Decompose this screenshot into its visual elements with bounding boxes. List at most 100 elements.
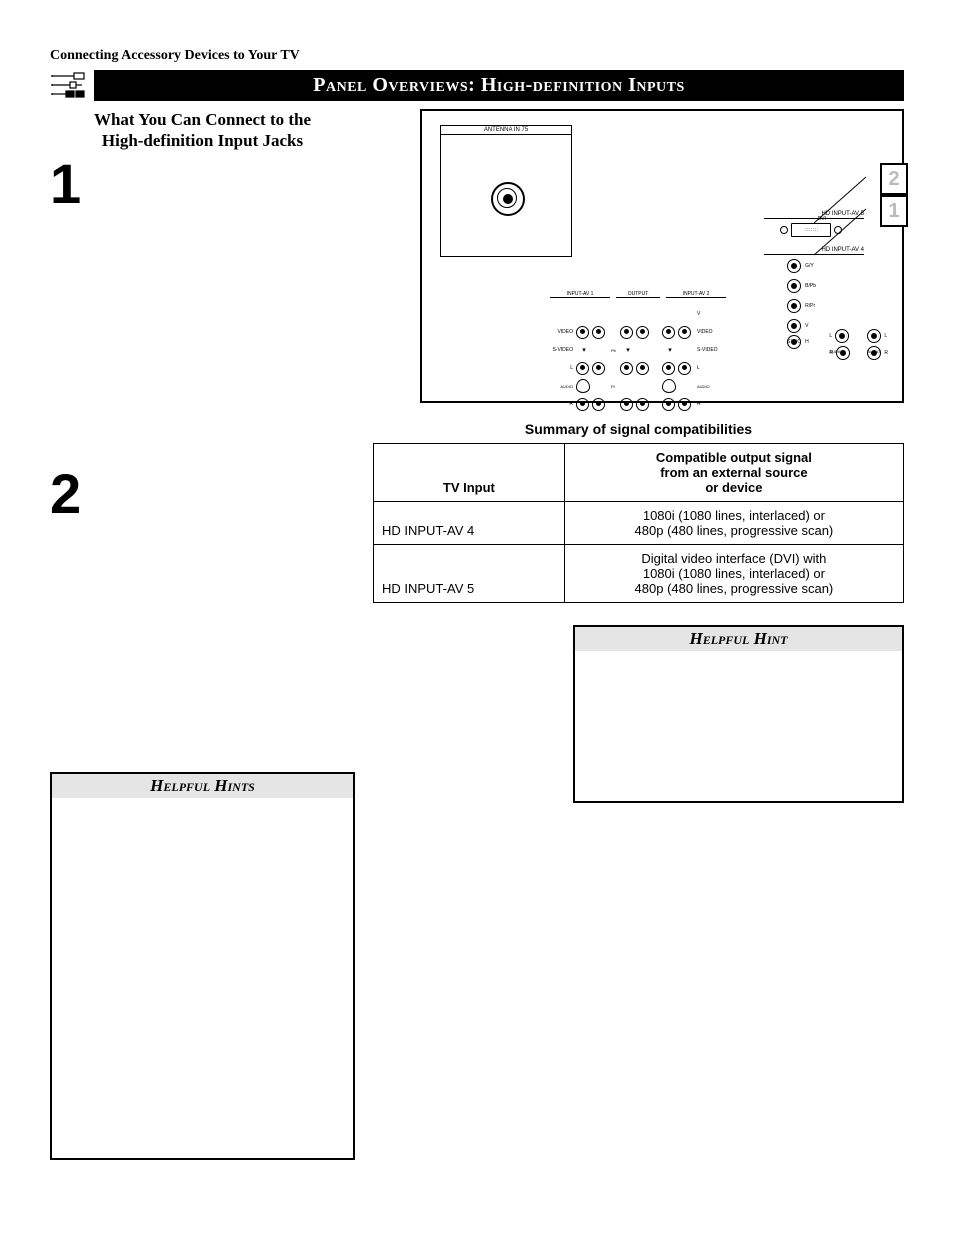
helpful-hint-box: Helpful Hint: [573, 625, 904, 803]
label-l-2: L: [884, 333, 887, 339]
step-number-2: 2: [50, 466, 355, 522]
jack-v: [787, 319, 801, 333]
arrow-sv-1: ▾: [576, 346, 592, 354]
rear-panel-diagram: ANTENNA IN 75 2 1 HD INPUT-AV 5 DVI ∷∷∷∷…: [420, 109, 904, 403]
connections-icon: [50, 72, 88, 98]
callout-1: 1: [880, 195, 908, 227]
subheading: What You Can Connect to the High-definit…: [50, 109, 355, 152]
jack-out-r: [620, 398, 633, 411]
lbl-r-1: R: [540, 401, 576, 407]
jack-av2-video: [662, 326, 675, 339]
antenna-box: ANTENNA IN 75: [440, 125, 572, 257]
cell-sig-1-l2: 480p (480 lines, progressive scan): [635, 581, 834, 596]
arrow-sv-2: ▾: [662, 346, 678, 354]
lbl-v-out: V: [694, 311, 720, 317]
dvi-shell: ∷∷∷∷∷∷: [791, 223, 831, 237]
right-column: ANTENNA IN 75 2 1 HD INPUT-AV 5 DVI ∷∷∷∷…: [373, 109, 904, 1160]
lbl-video-2: VIDEO: [694, 329, 720, 335]
jack-av2-y: [678, 326, 691, 339]
helpful-hints-heading: Helpful Hints: [52, 774, 353, 798]
lbl-svideo-2: S-VIDEO: [694, 347, 720, 353]
jack-out-pr: [636, 398, 649, 411]
table-row: HD INPUT-AV 5 Digital video interface (D…: [374, 545, 904, 603]
helpful-hint-body: [575, 651, 902, 801]
cell-sig-1-l1: 1080i (1080 lines, interlaced) or: [643, 566, 825, 581]
cell-input-0: HD INPUT-AV 4: [374, 502, 565, 545]
section-title-bar: Panel Overviews: High-definition Inputs: [94, 70, 904, 101]
lbl-pb: Pb: [608, 348, 620, 353]
jack-av2-pb: [678, 362, 691, 375]
dvi-screw-left: [780, 226, 788, 234]
title-row: Panel Overviews: High-definition Inputs: [50, 70, 904, 101]
jack-h: [787, 335, 801, 349]
jack-audio-r-1: [836, 346, 850, 360]
label-gy: G/Y: [805, 263, 814, 269]
jack-av2-r: [662, 398, 675, 411]
jack-av1-pb: [592, 362, 605, 375]
cell-sig-0-l1: 1080i (1080 lines, interlaced) or: [643, 508, 825, 523]
jack-out-l: [620, 362, 633, 375]
label-bpb: B/Pb: [805, 283, 816, 289]
jack-av1-pr: [592, 398, 605, 411]
label-v: V: [805, 323, 808, 329]
lbl-pr: Pr: [608, 384, 620, 389]
jack-av2-l: [662, 362, 675, 375]
cell-sig-0-l2: 480p (480 lines, progressive scan): [635, 523, 834, 538]
jack-out-y: [636, 326, 649, 339]
arrow-sv-out: ▾: [620, 346, 636, 354]
hd4-component-jacks: G/Y B/Pb R/Pr V SYNC H: [787, 259, 816, 349]
lbl-l-2: L: [694, 365, 720, 371]
label-r-1: R: [829, 350, 833, 356]
lbl-video-1: VIDEO: [540, 329, 576, 335]
table-caption: Summary of signal compatibilities: [373, 421, 904, 437]
label-input-av2: INPUT-AV 2: [666, 291, 726, 298]
table-header-row: TV Input Compatible output signal from a…: [374, 444, 904, 502]
jack-audio-r-2: [867, 346, 881, 360]
jack-out-pb: [636, 362, 649, 375]
jack-rpr: [787, 299, 801, 313]
jack-av2-pr: [678, 398, 691, 411]
helpful-hint-heading: Helpful Hint: [575, 627, 902, 651]
table-row: HD INPUT-AV 4 1080i (1080 lines, interla…: [374, 502, 904, 545]
jack-av1-l: [576, 362, 589, 375]
page: Connecting Accessory Devices to Your TV …: [0, 0, 954, 1235]
cell-sig-1-l0: Digital video interface (DVI) with: [641, 551, 826, 566]
coax-jack-pin: [503, 194, 513, 204]
jack-av1-y: [592, 326, 605, 339]
jack-out-video: [620, 326, 633, 339]
lbl-audio-l: AUDIO: [540, 384, 576, 389]
chapter-title: Connecting Accessory Devices to Your TV: [50, 48, 904, 64]
lbl-l-1: L: [540, 365, 576, 371]
dvi-screw-right: [834, 226, 842, 234]
dvi-label: DVI: [818, 216, 826, 222]
lbl-svideo-1: S-VIDEO: [540, 347, 576, 353]
jack-av1-video: [576, 326, 589, 339]
cell-sig-0: 1080i (1080 lines, interlaced) or 480p (…: [564, 502, 903, 545]
th-sig-l1: Compatible output signal: [656, 450, 812, 465]
helpful-hints-box: Helpful Hints: [50, 772, 355, 1160]
content-columns: What You Can Connect to the High-definit…: [50, 109, 904, 1160]
th-sig-l3: or device: [705, 480, 762, 495]
antenna-label: ANTENNA IN 75: [441, 126, 571, 135]
hd4-label: HD INPUT-AV 4: [764, 247, 864, 255]
jack-audio-l-1: [835, 329, 849, 343]
label-r-2: R: [884, 350, 888, 356]
th-sig-l2: from an external source: [660, 465, 807, 480]
th-signal: Compatible output signal from an externa…: [564, 444, 903, 502]
hd5-label: HD INPUT-AV 5: [764, 211, 864, 219]
hd5-audio-jacks: L AUDIO R: [867, 329, 888, 360]
dvi-connector: ∷∷∷∷∷∷: [780, 223, 842, 237]
cell-input-1: HD INPUT-AV 5: [374, 545, 565, 603]
jack-bpb: [787, 279, 801, 293]
subhead-line2: High-definition Input Jacks: [102, 131, 303, 150]
subhead-line1: What You Can Connect to the: [94, 110, 311, 129]
label-output: OUTPUT: [616, 291, 660, 298]
hd4-audio-jacks: L AUDIO R: [829, 329, 850, 360]
headphone-icon-2: [662, 379, 676, 393]
headphone-icon-1: [576, 379, 590, 393]
jack-av1-r: [576, 398, 589, 411]
step-number-1: 1: [50, 156, 355, 212]
jack-gy: [787, 259, 801, 273]
label-h: H: [805, 339, 809, 345]
helpful-hints-body: [52, 798, 353, 1158]
